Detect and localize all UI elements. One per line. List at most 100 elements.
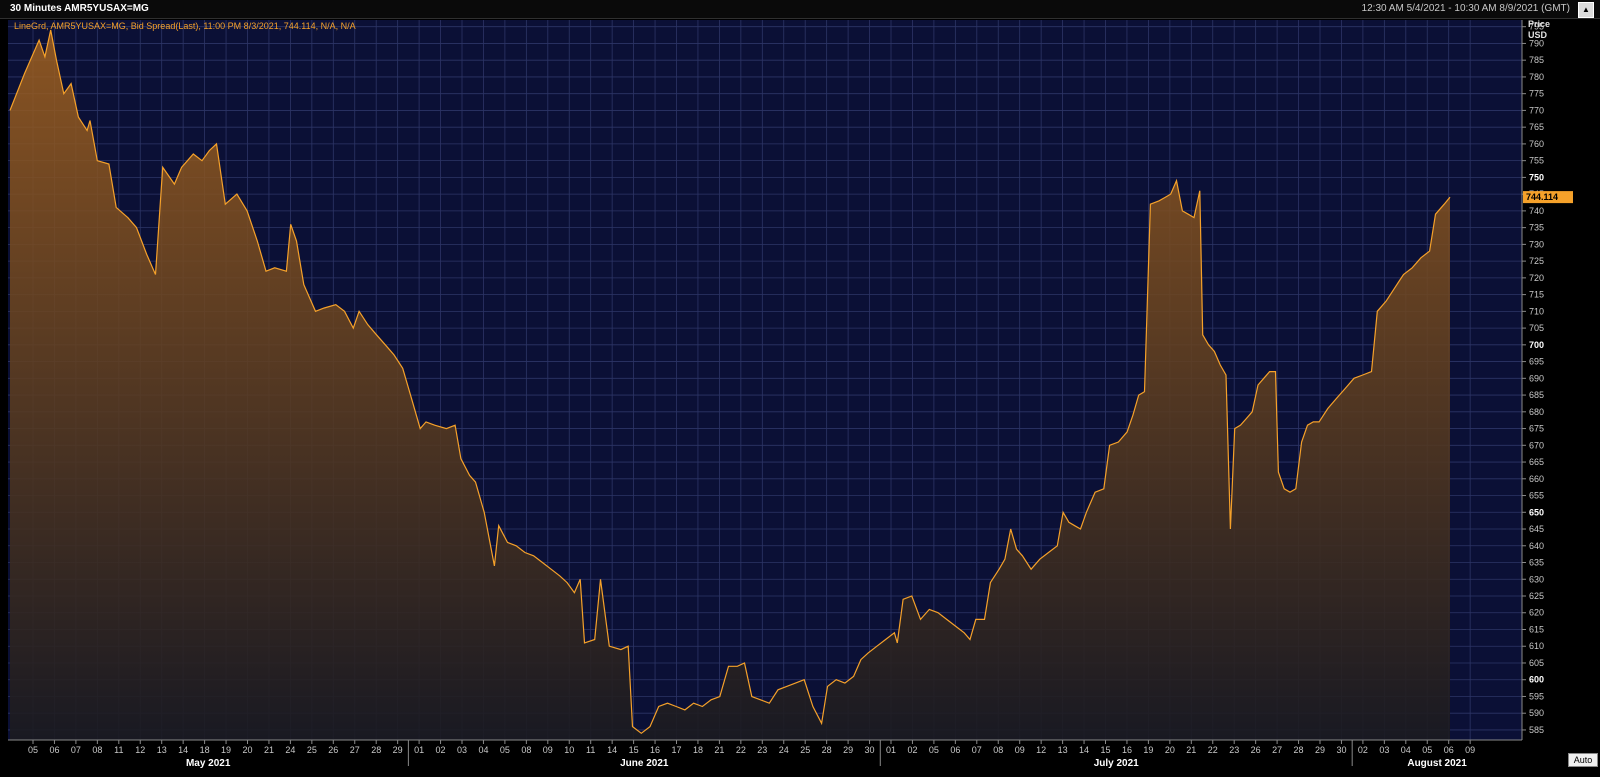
time-tick-label: 08 [993, 745, 1003, 755]
price-axis-label: Price [1528, 19, 1550, 29]
time-tick-label: 22 [736, 745, 746, 755]
time-tick-label: 29 [843, 745, 853, 755]
time-tick-label: 09 [543, 745, 553, 755]
time-tick-label: 27 [350, 745, 360, 755]
price-tick-label: 770 [1529, 105, 1544, 115]
time-tick-label: 20 [1165, 745, 1175, 755]
price-tick-label: 695 [1529, 357, 1544, 367]
price-chart[interactable]: LineGrd, AMR5YUSAX=MG, Bid Spread(Last),… [0, 18, 1600, 777]
time-tick-label: 28 [1294, 745, 1304, 755]
time-tick-label: 25 [307, 745, 317, 755]
time-tick-label: 23 [757, 745, 767, 755]
time-tick-label: 05 [28, 745, 38, 755]
price-axis[interactable]: 585 590 595 600 605 610 615 620 625 630 635 640 645 6… [1521, 20, 1544, 740]
time-tick-label: 29 [393, 745, 403, 755]
time-tick-label: 14 [1079, 745, 1089, 755]
price-tick-label: 620 [1529, 608, 1544, 618]
time-tick-label: 07 [71, 745, 81, 755]
time-tick-label: 25 [800, 745, 810, 755]
time-tick-label: 19 [221, 745, 231, 755]
last-value-text: 744.114 [1526, 192, 1558, 202]
scroll-up-button[interactable]: ▲ [1578, 2, 1594, 18]
price-tick-label: 615 [1529, 624, 1544, 634]
legend-entry: LineGrd, AMR5YUSAX=MG, Bid Spread(Last),… [14, 21, 356, 31]
last-value-badge-bg [1523, 191, 1573, 204]
price-tick-label: 740 [1529, 206, 1544, 216]
time-tick-label: 02 [436, 745, 446, 755]
time-tick-label: 03 [1379, 745, 1389, 755]
time-tick-label: 08 [92, 745, 102, 755]
time-tick-label: 22 [1208, 745, 1218, 755]
price-tick-label: 585 [1529, 725, 1544, 735]
time-tick-label: 21 [714, 745, 724, 755]
price-tick-label: 795 [1529, 22, 1544, 32]
price-tick-label: 765 [1529, 122, 1544, 132]
chart-title: 30 Minutes AMR5YUSAX=MG [10, 3, 149, 14]
price-tick-label: 680 [1529, 407, 1544, 417]
time-tick-label: 29 [1315, 745, 1325, 755]
time-tick-label: 30 [1336, 745, 1346, 755]
time-tick-label: 06 [1444, 745, 1454, 755]
time-tick-label: 14 [178, 745, 188, 755]
time-tick-label: 05 [1422, 745, 1432, 755]
price-tick-label: 710 [1529, 306, 1544, 316]
time-tick-label: 02 [907, 745, 917, 755]
time-tick-label: 23 [1229, 745, 1239, 755]
time-tick-label: 01 [414, 745, 424, 755]
time-tick-label: 24 [285, 745, 295, 755]
time-tick-label: 28 [371, 745, 381, 755]
time-tick-label: 08 [521, 745, 531, 755]
price-tick-label: 590 [1529, 708, 1544, 718]
month-label: June 2021 [620, 758, 669, 769]
price-tick-label: 630 [1529, 574, 1544, 584]
time-tick-label: 09 [1465, 745, 1475, 755]
price-tick-label: 670 [1529, 440, 1544, 450]
price-tick-label: 640 [1529, 541, 1544, 551]
last-value-badge: 744.114 [1523, 191, 1573, 204]
time-tick-label: 03 [457, 745, 467, 755]
price-tick-label: 660 [1529, 474, 1544, 484]
price-tick-label: 675 [1529, 424, 1544, 434]
price-tick-label: 665 [1529, 457, 1544, 467]
time-tick-label: 17 [671, 745, 681, 755]
price-tick-label: 600 [1529, 675, 1544, 685]
price-tick-label: 655 [1529, 491, 1544, 501]
time-tick-label: 30 [865, 745, 875, 755]
time-tick-label: 15 [1100, 745, 1110, 755]
price-tick-label: 605 [1529, 658, 1544, 668]
price-tick-label: 595 [1529, 691, 1544, 701]
time-tick-label: 06 [49, 745, 59, 755]
time-tick-label: 14 [607, 745, 617, 755]
month-label: July 2021 [1094, 758, 1139, 769]
time-tick-label: 18 [200, 745, 210, 755]
price-tick-label: 635 [1529, 558, 1544, 568]
price-tick-label: 610 [1529, 641, 1544, 651]
time-tick-label: 04 [478, 745, 488, 755]
month-label: August 2021 [1407, 758, 1467, 769]
month-label: May 2021 [186, 758, 231, 769]
time-axis[interactable]: 05 06 07 08 11 12 13 14 18 19 20 21 24 25 26 27 28 29 01 02… [8, 739, 1522, 769]
price-tick-label: 645 [1529, 524, 1544, 534]
time-tick-label: 05 [929, 745, 939, 755]
time-tick-label: 09 [1015, 745, 1025, 755]
time-tick-label: 16 [650, 745, 660, 755]
time-tick-label: 24 [779, 745, 789, 755]
price-tick-label: 685 [1529, 390, 1544, 400]
price-tick-label: 760 [1529, 139, 1544, 149]
price-tick-label: 730 [1529, 239, 1544, 249]
unit-label: USD [1528, 30, 1548, 40]
time-tick-label: 16 [1122, 745, 1132, 755]
time-tick-label: 20 [242, 745, 252, 755]
price-line [9, 29, 1451, 735]
price-tick-label: 625 [1529, 591, 1544, 601]
time-tick-label: 06 [950, 745, 960, 755]
price-tick-label: 775 [1529, 89, 1544, 99]
time-tick-label: 13 [1058, 745, 1068, 755]
time-tick-label: 28 [822, 745, 832, 755]
price-tick-label: 780 [1529, 72, 1544, 82]
time-tick-label: 21 [264, 745, 274, 755]
time-tick-label: 27 [1272, 745, 1282, 755]
auto-scale-button[interactable]: Auto [1568, 753, 1598, 767]
time-tick-label: 15 [629, 745, 639, 755]
time-tick-label: 12 [1036, 745, 1046, 755]
